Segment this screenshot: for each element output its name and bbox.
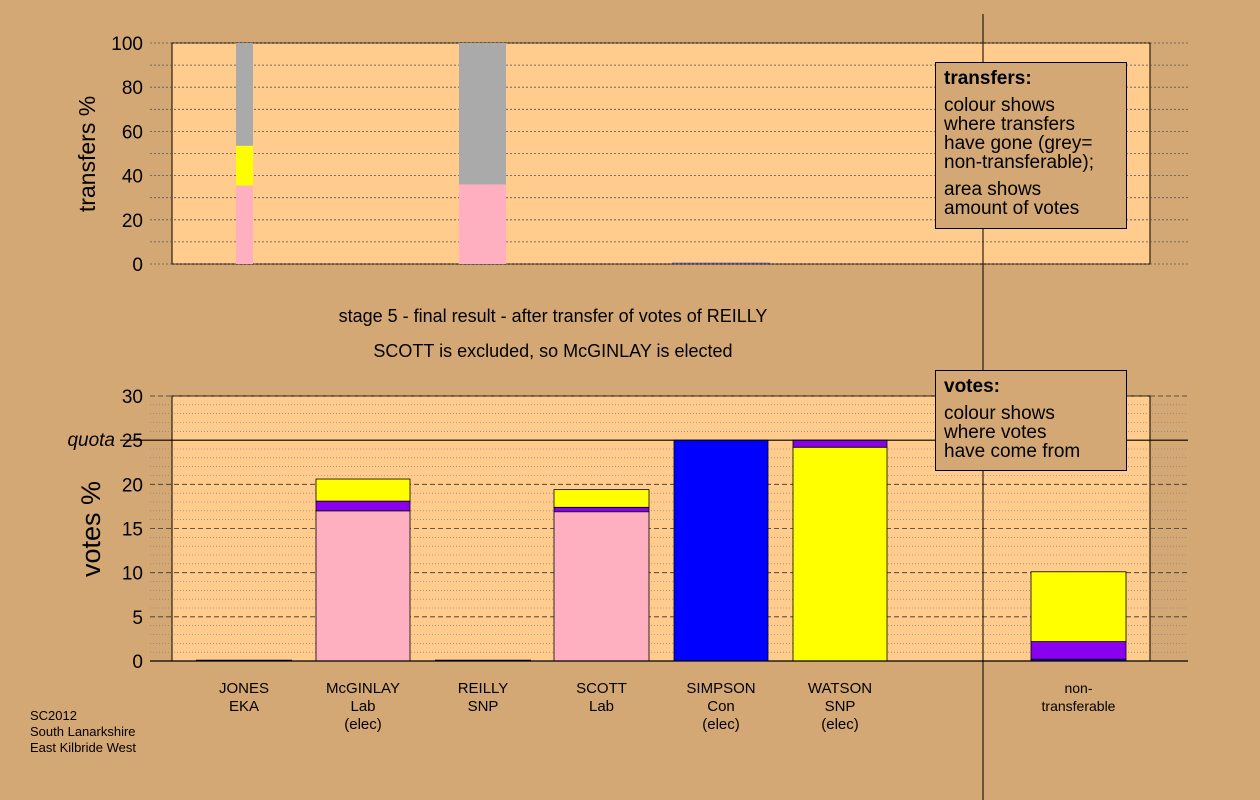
- transfers-legend-line: have gone (grey=: [944, 133, 1093, 154]
- transfers-tick-label: 60: [122, 122, 143, 143]
- category-label: SNP: [468, 698, 499, 715]
- votes-tick-label: 0: [132, 652, 143, 673]
- category-label: SNP: [825, 698, 856, 715]
- transfers-tick-label: 40: [122, 167, 143, 188]
- transfers-legend-line: amount of votes: [944, 198, 1080, 219]
- category-label: SIMPSON: [686, 680, 755, 697]
- votes-tick-label: 25: [122, 431, 143, 452]
- transfers-legend: transfers: colour shows where transfers …: [935, 62, 1127, 229]
- transfer-bar-segment: [236, 43, 253, 146]
- transfer-bar-segment: [236, 145, 253, 186]
- transfers-tick-label: 0: [132, 255, 143, 276]
- transfers-legend-title: transfers:: [944, 68, 1032, 89]
- category-label: Lab: [350, 698, 375, 715]
- category-label: Con: [707, 698, 735, 715]
- category-label: Lab: [589, 698, 614, 715]
- category-label: (elec): [821, 716, 859, 733]
- footer-election: SC2012: [30, 708, 77, 723]
- vote-bar-segment: [792, 446, 888, 662]
- result-caption: SCOTT is excluded, so McGINLAY is electe…: [373, 341, 733, 361]
- category-label: transferable: [1042, 698, 1116, 714]
- footer-info: SC2012 South Lanarkshire East Kilbride W…: [30, 708, 136, 756]
- category-label: (elec): [344, 716, 382, 733]
- transfer-bar-segment: [236, 185, 253, 264]
- vote-bar-segment: [553, 506, 650, 513]
- footer-ward: East Kilbride West: [30, 740, 136, 755]
- vote-bar-segment: [792, 439, 888, 448]
- stage-caption: stage 5 - final result - after transfer …: [338, 306, 768, 326]
- vote-bar-segment: [673, 439, 769, 662]
- votes-legend-line: colour shows: [944, 403, 1055, 424]
- votes-legend-title: votes:: [944, 376, 1000, 397]
- transfers-legend-line: where transfers: [944, 114, 1075, 135]
- vote-bar-segment: [315, 500, 411, 512]
- category-label: non-: [1064, 680, 1092, 696]
- transfer-bar-segment: [459, 184, 506, 264]
- category-label: JONES: [219, 680, 269, 697]
- vote-bar-segment: [553, 489, 650, 508]
- votes-tick-label: 5: [132, 608, 143, 629]
- vote-bar-segment: [315, 510, 411, 662]
- votes-tick-label: 15: [122, 520, 143, 541]
- transfers-legend-line: colour shows: [944, 95, 1055, 116]
- transfers-axis-label: transfers %: [74, 96, 100, 212]
- transfers-legend-line: area shows: [944, 179, 1042, 200]
- votes-legend: votes: colour shows where votes have com…: [935, 370, 1127, 471]
- category-label: SCOTT: [576, 680, 627, 697]
- transfer-bar-segment: [459, 43, 506, 185]
- vote-bar-segment: [553, 511, 650, 662]
- transfers-legend-line: non-transferable);: [944, 152, 1094, 173]
- votes-axis-label: votes %: [76, 481, 106, 577]
- votes-tick-label: 10: [122, 564, 143, 585]
- transfers-tick-label: 80: [122, 78, 143, 99]
- transfers-tick-label: 20: [122, 211, 143, 232]
- quota-label: quota: [67, 430, 115, 451]
- category-label: McGINLAY: [326, 680, 400, 697]
- votes-tick-label: 30: [122, 387, 143, 408]
- category-label: WATSON: [808, 680, 872, 697]
- category-label: EKA: [229, 698, 259, 715]
- category-label: (elec): [702, 716, 740, 733]
- vote-bar-segment: [1030, 641, 1127, 660]
- votes-legend-line: have come from: [944, 441, 1081, 462]
- vote-bar-segment: [315, 478, 411, 502]
- transfers-tick-label: 100: [111, 34, 143, 55]
- category-label: REILLY: [458, 680, 509, 697]
- votes-tick-label: 20: [122, 475, 143, 496]
- vote-bar-segment: [1030, 571, 1127, 642]
- footer-council: South Lanarkshire: [30, 724, 136, 739]
- votes-legend-line: where votes: [944, 422, 1047, 443]
